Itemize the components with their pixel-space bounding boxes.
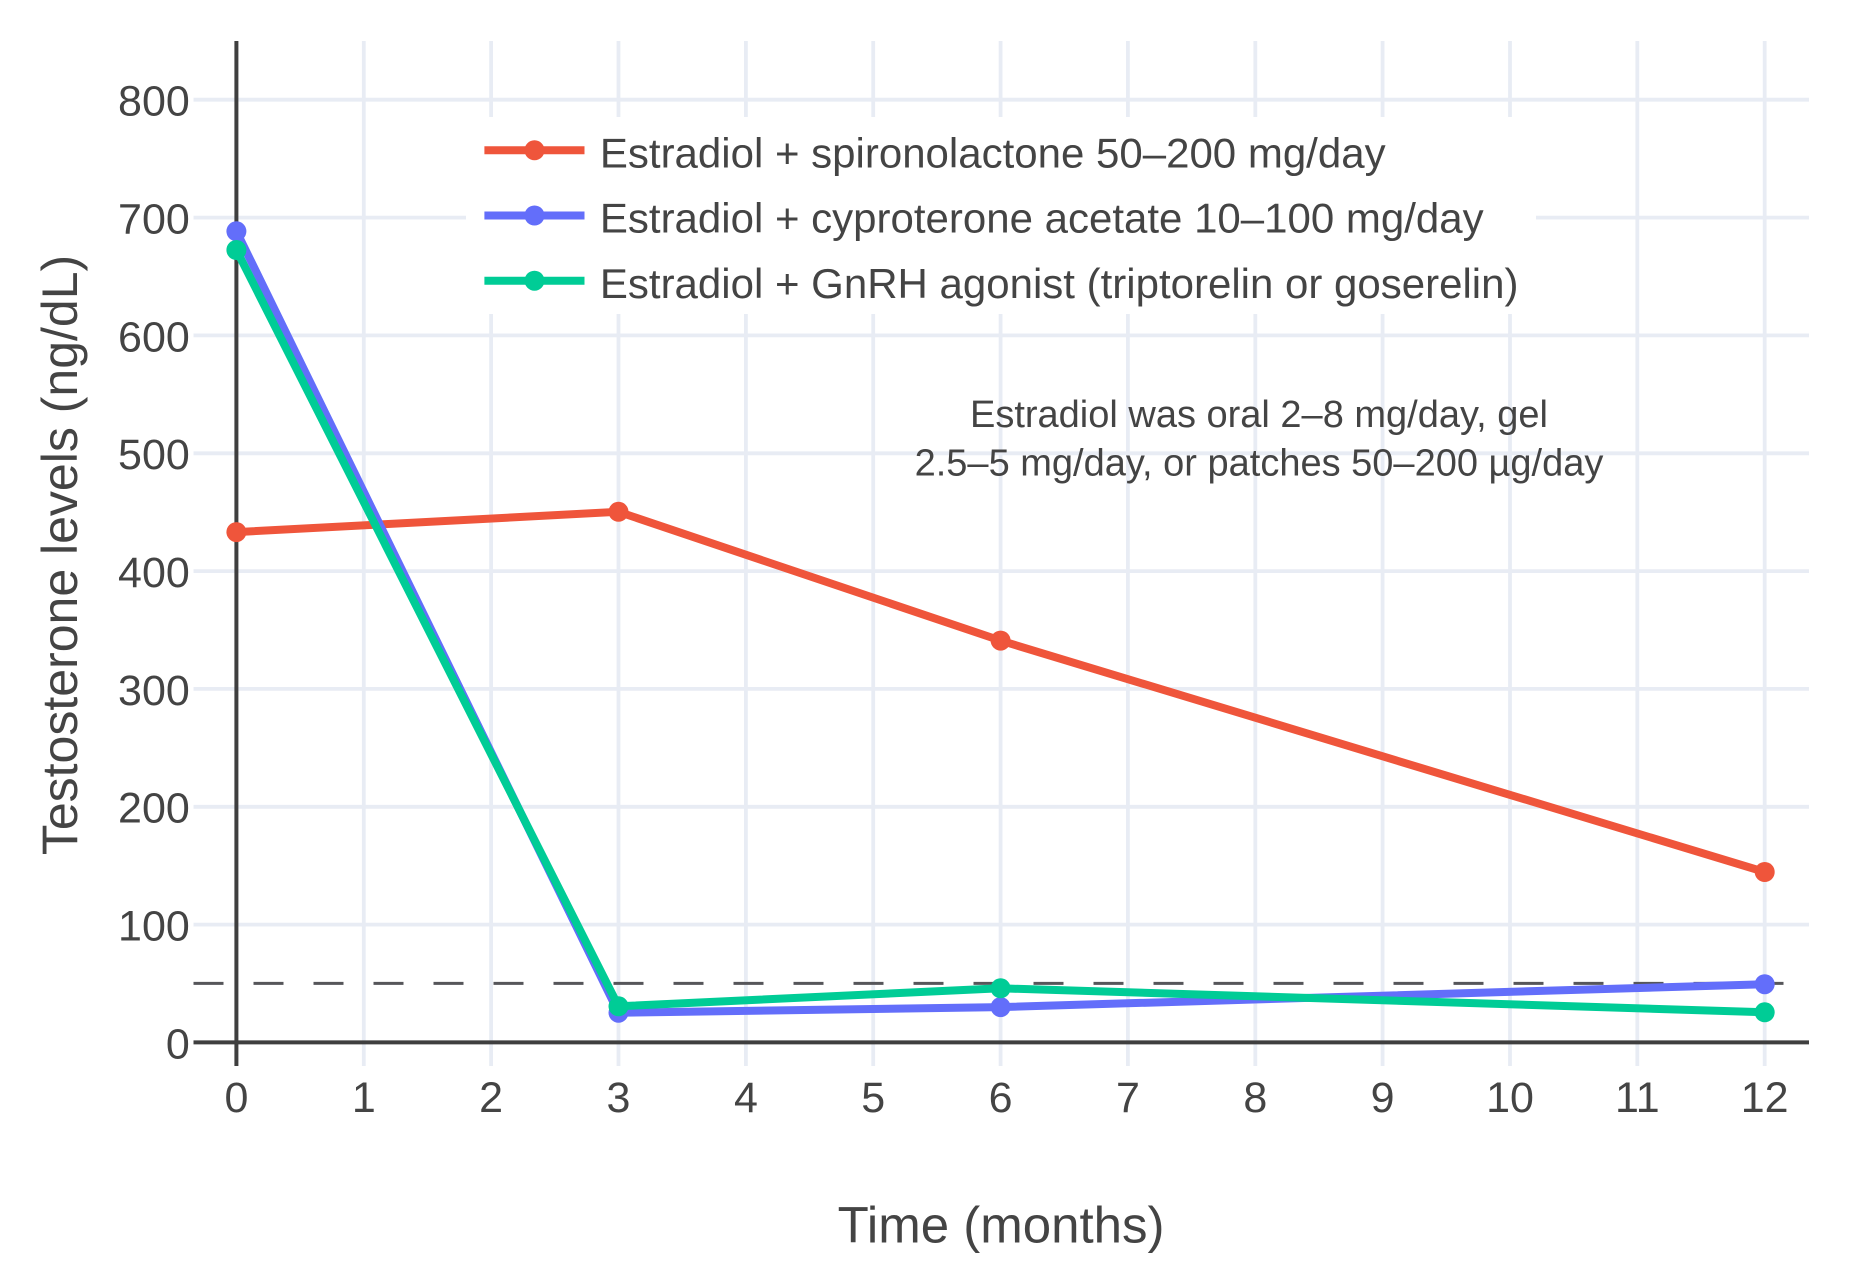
svg-text:Testosterone levels (ng/dL): Testosterone levels (ng/dL) [32,255,88,855]
svg-text:1: 1 [352,1074,376,1122]
svg-text:12: 12 [1741,1074,1789,1122]
svg-text:Estradiol + cyproterone acetat: Estradiol + cyproterone acetate 10–100 m… [600,195,1484,242]
svg-text:700: 700 [118,196,190,244]
svg-text:2.5–5 mg/day, or patches 50–20: 2.5–5 mg/day, or patches 50–200 µg/day [915,442,1604,484]
svg-text:4: 4 [734,1074,758,1122]
svg-text:800: 800 [118,78,190,126]
svg-text:8: 8 [1243,1074,1267,1122]
svg-text:11: 11 [1615,1074,1660,1122]
svg-text:100: 100 [118,903,190,951]
svg-text:0: 0 [224,1074,248,1122]
svg-text:400: 400 [118,549,190,597]
svg-text:2: 2 [479,1074,503,1122]
svg-text:500: 500 [118,431,190,479]
svg-text:7: 7 [1116,1074,1140,1122]
svg-text:Estradiol + spironolactone 50–: Estradiol + spironolactone 50–200 mg/day [600,129,1386,176]
svg-text:3: 3 [607,1074,631,1122]
svg-text:6: 6 [989,1074,1013,1122]
svg-text:0: 0 [166,1020,190,1068]
svg-text:Estradiol + GnRH agonist (trip: Estradiol + GnRH agonist (triptorelin or… [600,260,1519,307]
svg-text:600: 600 [118,313,190,361]
svg-text:9: 9 [1371,1074,1395,1122]
svg-text:Time (months): Time (months) [838,1197,1165,1254]
svg-text:5: 5 [861,1074,885,1122]
svg-text:200: 200 [118,785,190,833]
svg-text:Estradiol was oral 2–8 mg/day,: Estradiol was oral 2–8 mg/day, gel [970,394,1548,436]
svg-text:10: 10 [1486,1074,1534,1122]
svg-text:300: 300 [118,667,190,715]
